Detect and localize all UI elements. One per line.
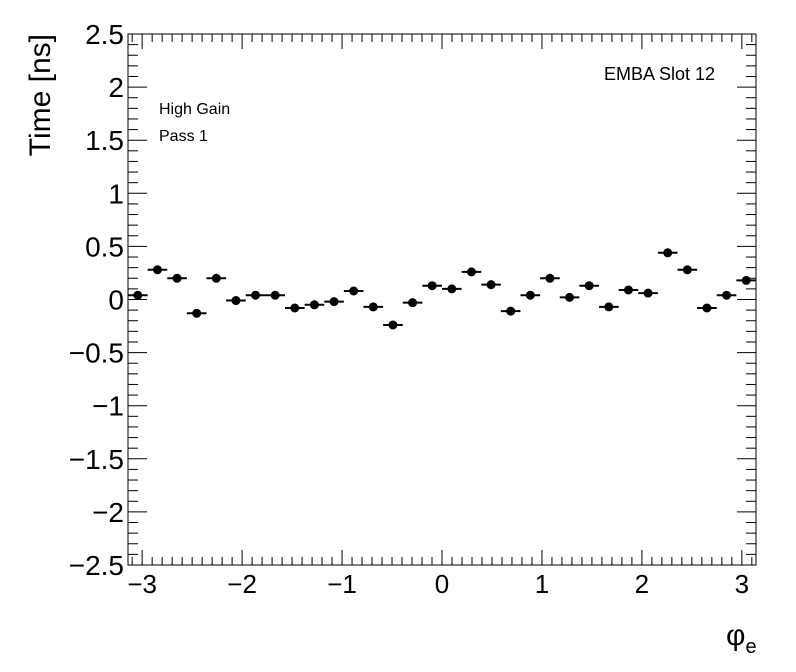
data-point <box>427 281 437 291</box>
data-points <box>128 248 756 330</box>
y-tick-label: −1 <box>92 391 124 422</box>
y-tick-label: 2.5 <box>85 19 124 50</box>
x-tick-label: 0 <box>435 569 449 599</box>
data-point <box>349 286 359 296</box>
data-point <box>682 265 692 275</box>
data-point <box>643 288 653 298</box>
data-point <box>388 320 398 330</box>
data-point <box>408 298 418 308</box>
data-point <box>231 296 241 306</box>
y-tick-label: −1.5 <box>69 444 124 475</box>
tick-labels: −3 −2 −1 0 1 2 3 −2.5 −2 −1.5 −1 −0.5 0 0.5 1 1.5 2 2.5 <box>69 19 749 599</box>
x-axis-label-symbol: φ <box>726 619 745 652</box>
data-point <box>270 290 280 300</box>
data-point <box>663 248 673 258</box>
plot-frame <box>127 33 757 566</box>
x-tick-label: 2 <box>635 569 649 599</box>
data-point <box>623 285 633 295</box>
y-tick-label: −2.5 <box>69 550 124 581</box>
axis-ticks <box>128 33 756 566</box>
data-point <box>152 265 162 275</box>
data-point <box>545 273 555 283</box>
data-point <box>466 267 476 277</box>
x-tick-label: −2 <box>227 569 257 599</box>
data-point <box>447 284 457 294</box>
y-axis-label: Time [ns] <box>24 34 57 156</box>
x-tick-label: −3 <box>127 569 157 599</box>
data-point <box>290 303 300 313</box>
slot-annotation: EMBA Slot 12 <box>604 64 715 84</box>
x-axis-label-subscript: e <box>745 636 756 658</box>
data-point <box>741 275 751 285</box>
y-tick-label: 1 <box>108 178 124 209</box>
y-tick-label: 2 <box>108 72 124 103</box>
data-point <box>368 302 378 312</box>
data-point <box>309 300 319 310</box>
x-tick-label: 3 <box>735 569 749 599</box>
y-tick-label: −2 <box>92 497 124 528</box>
data-point <box>251 290 261 300</box>
data-point <box>525 290 535 300</box>
data-point <box>192 308 202 318</box>
x-axis-label: φe <box>726 619 757 658</box>
data-point <box>565 292 575 302</box>
data-point <box>584 281 594 291</box>
data-point <box>486 280 496 290</box>
pass-annotation: Pass 1 <box>159 128 208 145</box>
data-point <box>722 290 732 300</box>
y-tick-label: 0 <box>108 285 124 316</box>
data-point <box>702 303 712 313</box>
data-point <box>604 302 614 312</box>
data-point <box>329 297 339 307</box>
y-tick-label: 0.5 <box>85 231 124 262</box>
data-point <box>133 290 143 300</box>
x-tick-label: 1 <box>535 569 549 599</box>
data-point <box>506 306 516 316</box>
data-point <box>172 273 182 283</box>
gain-annotation: High Gain <box>159 101 230 118</box>
y-tick-label: 1.5 <box>85 125 124 156</box>
data-point <box>211 273 221 283</box>
x-tick-label: −1 <box>327 569 357 599</box>
y-tick-label: −0.5 <box>69 338 124 369</box>
